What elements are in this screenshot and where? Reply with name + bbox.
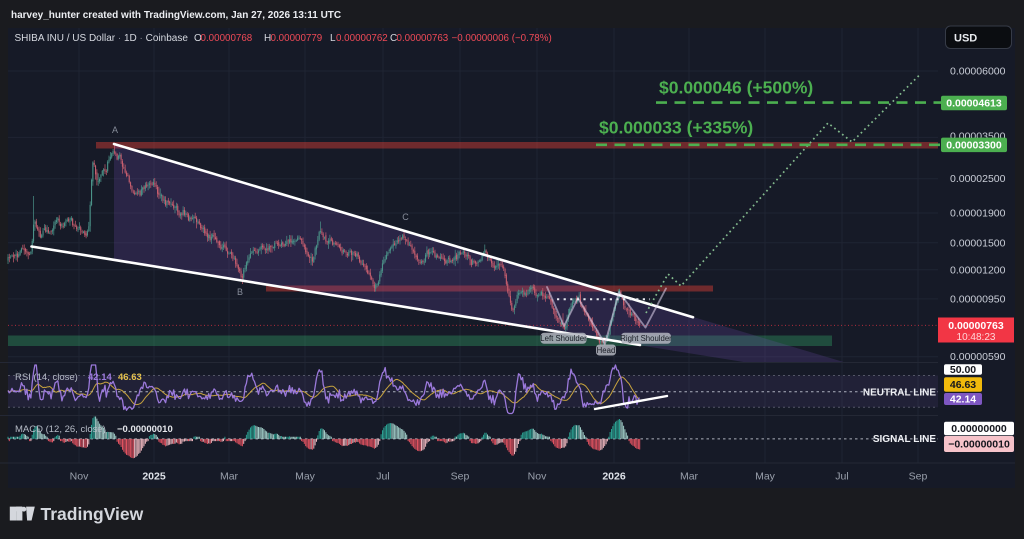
svg-text:Left Shoulder: Left Shoulder bbox=[540, 334, 587, 343]
svg-text:2026: 2026 bbox=[602, 471, 626, 483]
svg-text:May: May bbox=[295, 471, 316, 483]
svg-text:0.00003300: 0.00003300 bbox=[946, 139, 1002, 151]
svg-text:USD: USD bbox=[954, 33, 977, 45]
svg-text:MACD (12, 26, close): MACD (12, 26, close) bbox=[15, 424, 106, 435]
svg-text:0.00000000: 0.00000000 bbox=[951, 423, 1007, 435]
svg-text:C: C bbox=[402, 212, 409, 222]
svg-text:0.00000590: 0.00000590 bbox=[950, 351, 1006, 363]
svg-text:0.00000950: 0.00000950 bbox=[950, 293, 1006, 305]
svg-text:10:48:23: 10:48:23 bbox=[957, 332, 996, 343]
svg-text:0.00000762: 0.00000762 bbox=[336, 33, 388, 44]
svg-text:0.00000779: 0.00000779 bbox=[271, 33, 323, 44]
svg-text:SHIBA INU / US Dollar · 1D · C: SHIBA INU / US Dollar · 1D · Coinbase bbox=[15, 33, 189, 44]
svg-text:Nov: Nov bbox=[528, 471, 547, 483]
svg-text:46.63: 46.63 bbox=[950, 379, 976, 391]
svg-text:O: O bbox=[194, 33, 202, 44]
svg-text:B: B bbox=[237, 287, 243, 297]
svg-text:Sep: Sep bbox=[909, 471, 928, 483]
svg-text:0.00001200: 0.00001200 bbox=[950, 264, 1006, 276]
svg-text:0.00001500: 0.00001500 bbox=[950, 237, 1006, 249]
svg-text:Jul: Jul bbox=[376, 471, 389, 483]
svg-text:−0.00000010: −0.00000010 bbox=[117, 424, 173, 435]
svg-text:Mar: Mar bbox=[220, 471, 239, 483]
svg-text:RSI (14, close): RSI (14, close) bbox=[15, 372, 78, 383]
svg-text:Nov: Nov bbox=[70, 471, 89, 483]
svg-text:50.00: 50.00 bbox=[950, 364, 976, 376]
svg-text:TradingView: TradingView bbox=[41, 504, 144, 524]
svg-text:−0.00000006 (−0.78%): −0.00000006 (−0.78%) bbox=[452, 33, 552, 44]
svg-text:SIGNAL LINE: SIGNAL LINE bbox=[873, 434, 936, 445]
svg-text:Mar: Mar bbox=[680, 471, 699, 483]
svg-text:0.00000763: 0.00000763 bbox=[397, 33, 449, 44]
svg-text:harvey_hunter created with Tra: harvey_hunter created with TradingView.c… bbox=[11, 10, 341, 21]
svg-text:C: C bbox=[390, 33, 397, 44]
svg-text:0.00000763: 0.00000763 bbox=[948, 320, 1004, 332]
svg-text:Head: Head bbox=[597, 346, 616, 355]
svg-text:0.00006000: 0.00006000 bbox=[950, 66, 1006, 78]
svg-text:42.14: 42.14 bbox=[950, 394, 976, 406]
svg-text:0.00004613: 0.00004613 bbox=[946, 98, 1002, 110]
svg-text:0.00000768: 0.00000768 bbox=[201, 33, 253, 44]
svg-text:46.63: 46.63 bbox=[118, 372, 142, 383]
svg-text:L: L bbox=[330, 33, 336, 44]
svg-text:Jul: Jul bbox=[835, 471, 848, 483]
svg-text:$0.000033 (+335%): $0.000033 (+335%) bbox=[599, 118, 753, 138]
svg-text:A: A bbox=[112, 125, 118, 135]
svg-text:2025: 2025 bbox=[142, 471, 166, 483]
svg-text:NEUTRAL LINE: NEUTRAL LINE bbox=[863, 387, 936, 398]
svg-text:May: May bbox=[755, 471, 776, 483]
svg-text:Right Shoulder: Right Shoulder bbox=[620, 334, 672, 343]
svg-text:Sep: Sep bbox=[451, 471, 470, 483]
svg-text:−0.00000010: −0.00000010 bbox=[948, 439, 1010, 451]
svg-text:$0.000046 (+500%): $0.000046 (+500%) bbox=[659, 78, 813, 98]
svg-text:0.00002500: 0.00002500 bbox=[950, 173, 1006, 185]
svg-text:42.14: 42.14 bbox=[88, 372, 112, 383]
svg-text:H: H bbox=[264, 33, 271, 44]
svg-text:0.00001900: 0.00001900 bbox=[950, 208, 1006, 220]
